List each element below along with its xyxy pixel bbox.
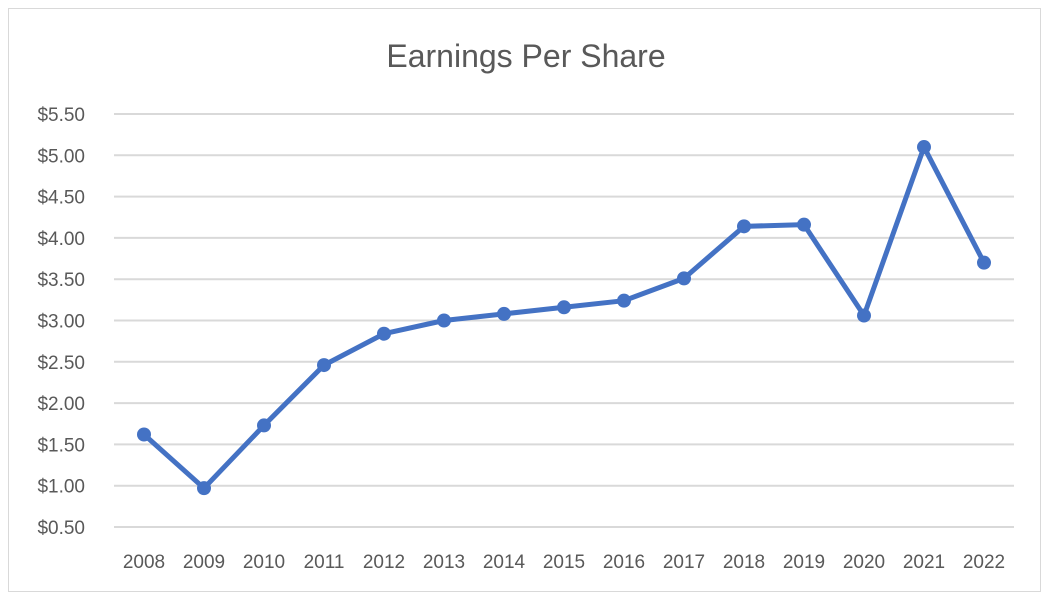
y-tick-label: $1.50: [37, 435, 85, 456]
x-tick-label: 2010: [243, 552, 285, 573]
y-tick-label: $2.00: [37, 394, 85, 415]
x-tick-label: 2014: [483, 552, 526, 573]
data-point: [557, 300, 571, 315]
data-point: [497, 306, 511, 321]
data-point: [257, 418, 271, 433]
x-tick-label: 2013: [423, 552, 465, 573]
y-tick-label: $5.00: [37, 146, 85, 167]
gridlines: [114, 113, 1014, 528]
x-tick-label: 2015: [543, 552, 585, 573]
data-point: [857, 308, 871, 323]
x-tick-label: 2017: [663, 552, 705, 573]
data-point: [197, 481, 211, 496]
x-tick-label: 2020: [843, 552, 885, 573]
x-axis-tick-labels: 2008 2009 2010 2011 2012 2013 2014 2015 2016 2017…: [123, 552, 1005, 573]
data-point: [677, 271, 691, 286]
data-point: [437, 313, 451, 328]
x-tick-label: 2022: [963, 552, 1005, 573]
x-tick-label: 2011: [304, 552, 345, 573]
x-tick-label: 2016: [603, 552, 645, 573]
data-point: [137, 427, 151, 442]
data-point: [617, 293, 631, 308]
series-eps: [137, 140, 991, 496]
x-tick-label: 2018: [723, 552, 765, 573]
y-tick-label: $5.50: [37, 105, 85, 126]
y-tick-label: $4.50: [37, 188, 85, 209]
chart-title: Earnings Per Share: [386, 38, 665, 74]
data-point: [377, 326, 391, 341]
y-axis-tick-labels: $0.50 $1.00 $1.50 $2.00 $2.50 $3.00 $3.50 $4.00…: [37, 105, 85, 539]
y-tick-label: $0.50: [37, 518, 85, 539]
data-point: [797, 217, 811, 232]
x-tick-label: 2021: [903, 552, 945, 573]
x-tick-label: 2008: [123, 552, 165, 573]
y-tick-label: $3.00: [37, 312, 85, 333]
x-tick-label: 2012: [363, 552, 405, 573]
x-tick-label: 2009: [183, 552, 225, 573]
y-tick-label: $1.00: [37, 477, 85, 498]
data-point: [317, 358, 331, 373]
data-point: [977, 255, 991, 270]
y-tick-label: $2.50: [37, 353, 85, 374]
data-point: [917, 140, 931, 155]
x-tick-label: 2019: [783, 552, 825, 573]
data-point: [737, 219, 751, 234]
y-tick-label: $4.00: [37, 229, 85, 250]
y-tick-label: $3.50: [37, 270, 85, 291]
